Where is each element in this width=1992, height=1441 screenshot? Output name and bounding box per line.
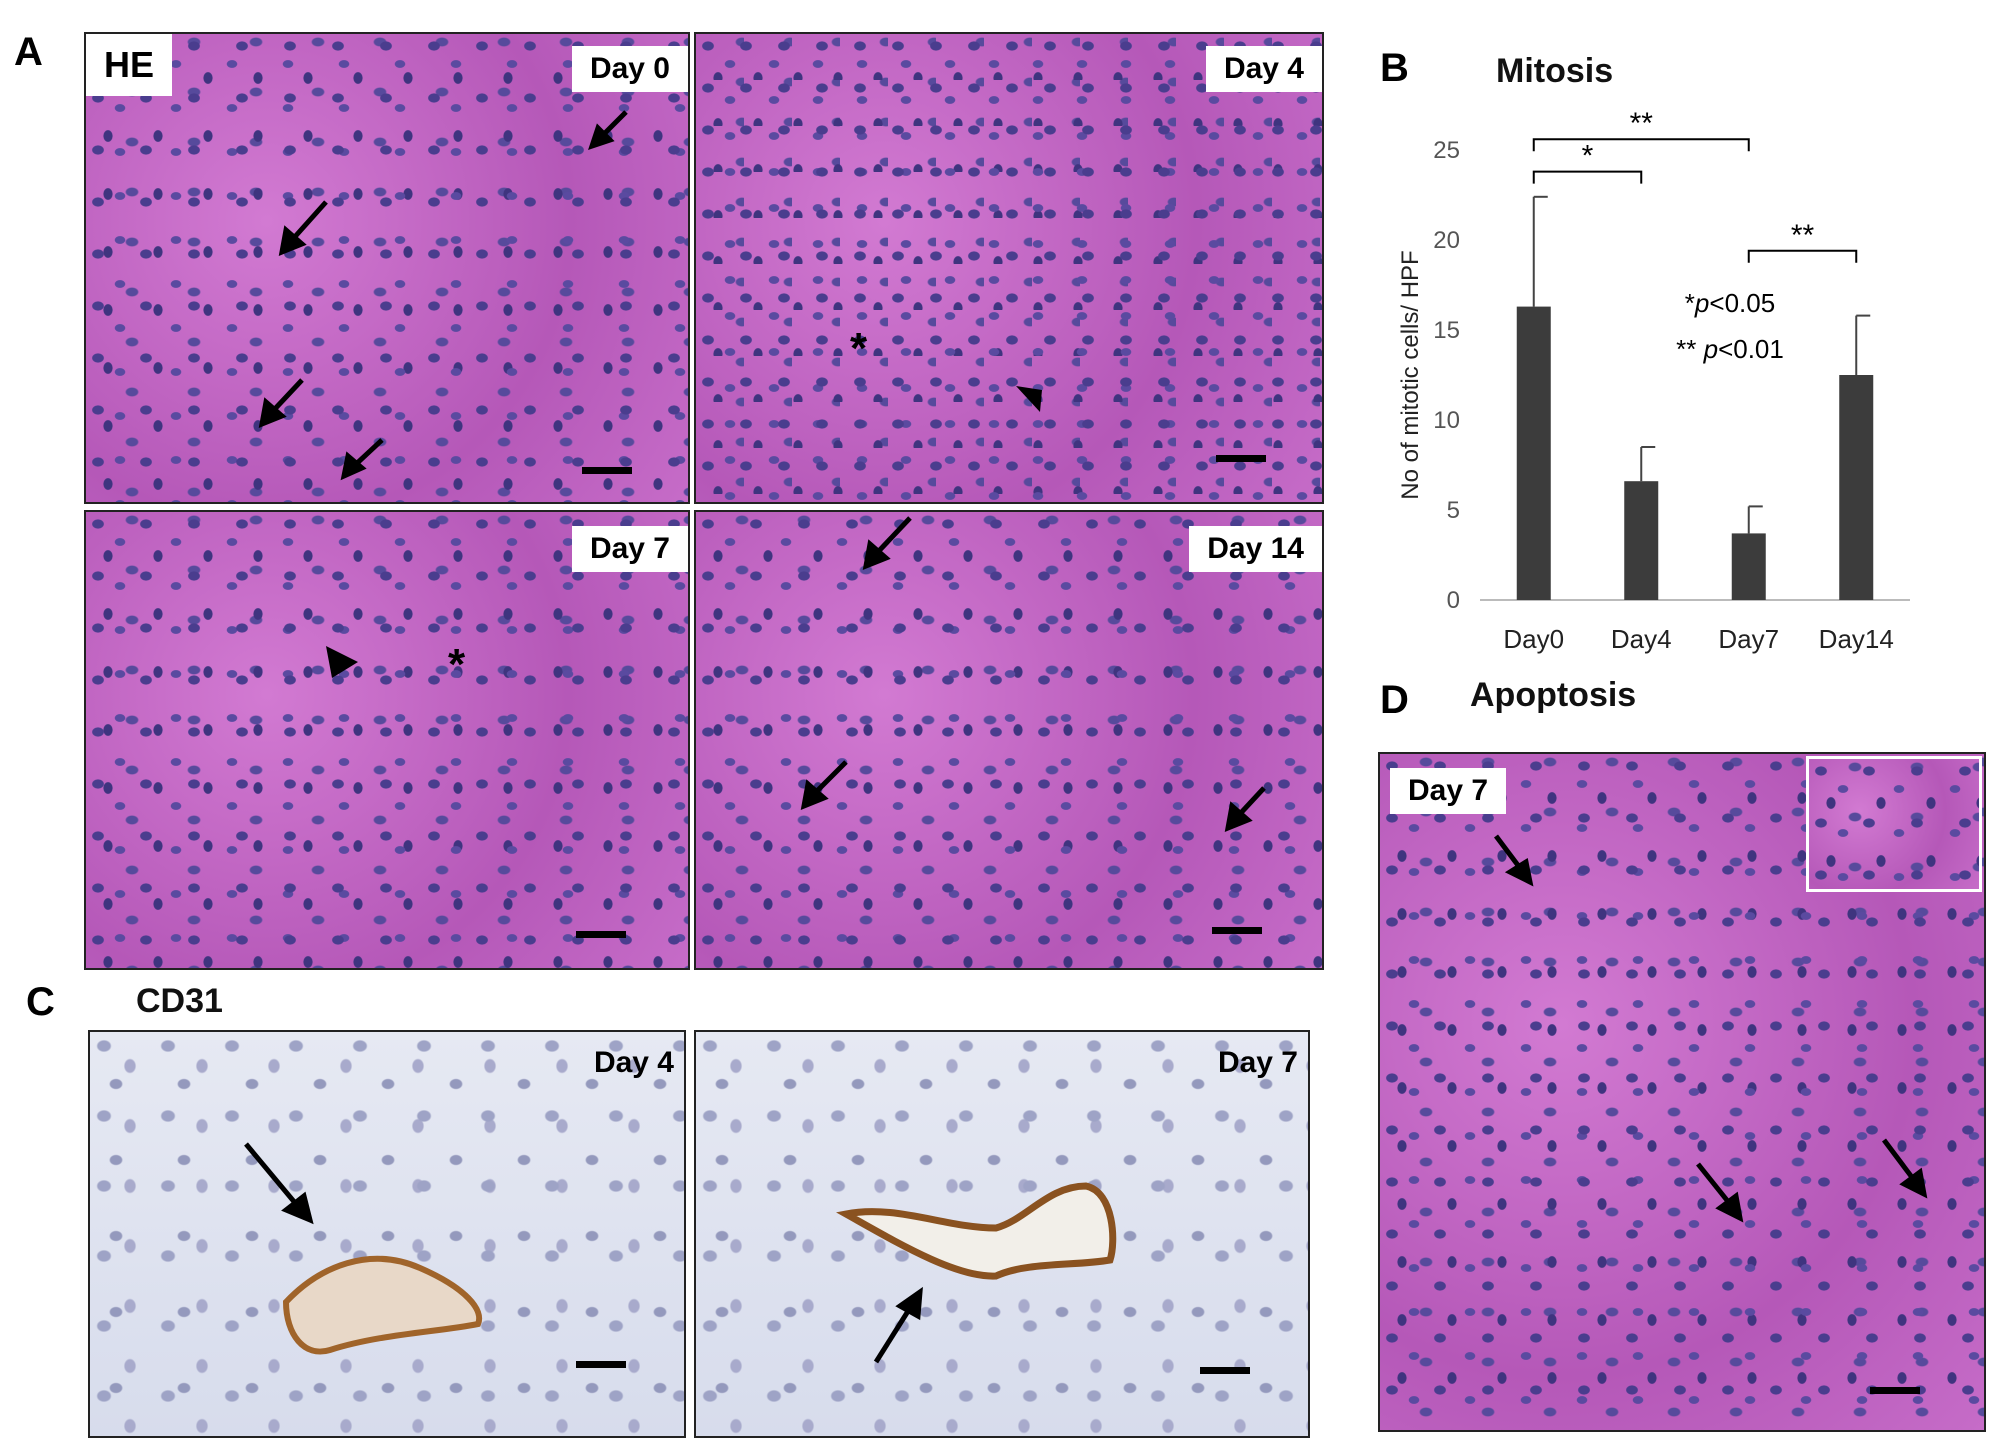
panel-letter-d: D (1380, 678, 1409, 722)
panel-letter-c: C (26, 980, 55, 1024)
image-label-day0: Day 0 (571, 46, 688, 92)
p-value-note: *p<0.05 (1685, 288, 1775, 318)
image-label-day4: Day 4 (1205, 46, 1322, 92)
scale-bar (576, 931, 626, 938)
cd31-micrograph-day7: Day 7 (694, 1030, 1310, 1438)
image-label-cd31-day7: Day 7 (1217, 1046, 1298, 1079)
stain-label-he: HE (86, 34, 173, 96)
p-value-note: ** p<0.01 (1676, 334, 1784, 364)
significance-bracket (1532, 170, 1643, 184)
image-label-day7: Day 7 (571, 526, 688, 572)
image-label-day14: Day 14 (1189, 526, 1322, 572)
significance-bracket (1532, 138, 1750, 152)
scale-bar (576, 1361, 626, 1368)
cd31-title: CD31 (136, 982, 223, 1020)
y-tick-label: 5 (1447, 497, 1460, 524)
y-axis-label: No of mitotic cells/ HPF (1397, 250, 1424, 499)
arrow-icon (800, 516, 1266, 832)
apoptosis-inset (1806, 756, 1982, 892)
arrow-icon (1494, 834, 1928, 1223)
bar-Day14 (1839, 375, 1874, 600)
significance-stars: * (1582, 140, 1594, 173)
panel-letter-b: B (1380, 46, 1409, 90)
bar-Day4 (1624, 481, 1659, 600)
x-tick-label: Day4 (1611, 624, 1672, 654)
chart-title: Mitosis (1496, 52, 1614, 90)
significance-stars: ** (1791, 219, 1815, 252)
significance-bracket (1747, 249, 1858, 263)
vessel-stain (244, 1142, 483, 1355)
he-micrograph-day7: Day 7 * (84, 510, 690, 970)
scale-bar (1870, 1387, 1920, 1394)
scale-bar (1200, 1367, 1250, 1374)
significance-stars: ** (1630, 107, 1654, 140)
y-tick-label: 0 (1447, 587, 1460, 614)
he-micrograph-day0: HE Day 0 (84, 32, 690, 504)
arrow-icon (873, 1286, 923, 1364)
arrowhead-icon (1016, 386, 1042, 412)
vessel-stain (836, 1182, 1117, 1364)
y-tick-label: 20 (1433, 227, 1460, 254)
arrow-icon (258, 110, 628, 481)
arrowhead-icon (326, 646, 358, 678)
y-tick-label: 15 (1433, 317, 1460, 344)
bar-Day0 (1516, 306, 1551, 600)
bar-Day7 (1731, 533, 1766, 600)
scale-bar (1216, 455, 1266, 462)
arrow-icon (244, 1142, 314, 1225)
apoptosis-title: Apoptosis (1470, 676, 1637, 714)
he-micrograph-day14: Day 14 (694, 510, 1324, 970)
x-tick-label: Day14 (1819, 624, 1894, 654)
image-label-cd31-day4: Day 4 (593, 1046, 674, 1079)
y-tick-label: 25 (1433, 137, 1460, 164)
cd31-micrograph-day4: Day 4 (88, 1030, 686, 1438)
x-tick-label: Day0 (1503, 624, 1564, 654)
panel-letter-a: A (14, 30, 43, 74)
x-tick-label: Day7 (1718, 624, 1779, 654)
asterisk-marker: * (448, 640, 466, 689)
scale-bar (582, 467, 632, 474)
apoptosis-micrograph-day7: Day 7 (1378, 752, 1986, 1432)
mitosis-bar-chart: No of mitotic cells/ HPF 0 5 10 15 20 25 Day0 D… (1397, 107, 1910, 654)
y-tick-label: 10 (1433, 407, 1460, 434)
he-micrograph-day4: Day 4 * (694, 32, 1324, 504)
image-label-apoptosis-day7: Day 7 (1390, 768, 1507, 814)
scale-bar (1212, 927, 1262, 934)
asterisk-marker: * (850, 324, 868, 373)
